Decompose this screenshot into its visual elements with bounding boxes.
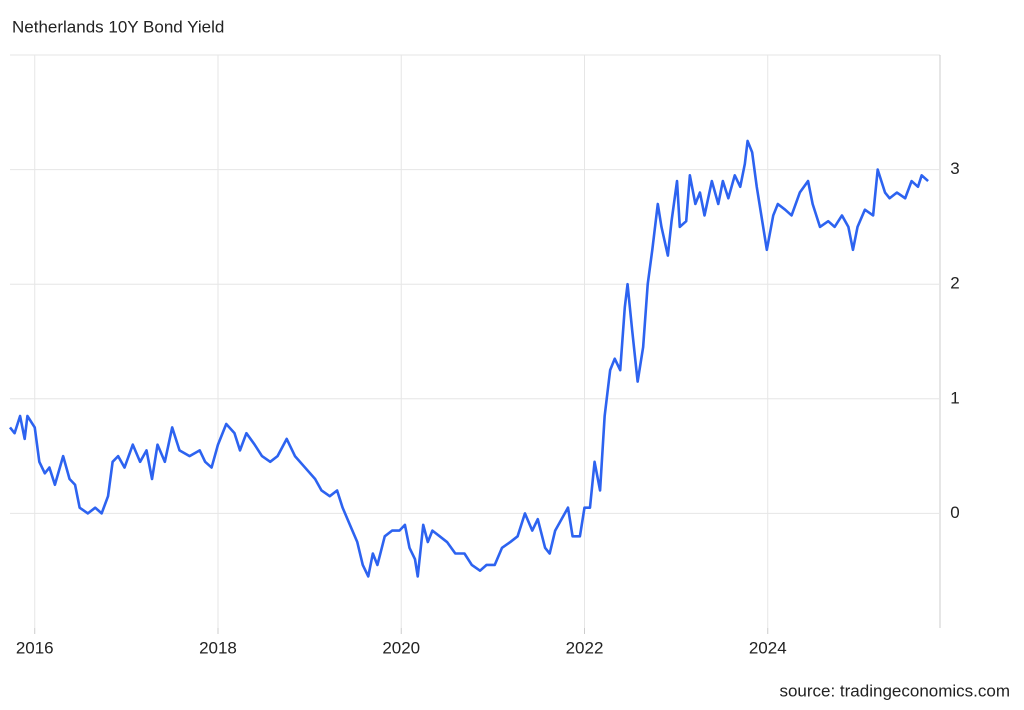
chart-title: Netherlands 10Y Bond Yield	[12, 17, 224, 36]
y-tick-label: 1	[950, 388, 959, 407]
source: source: tradingeconomics.com	[779, 681, 1010, 700]
x-tick-label: 2022	[566, 638, 604, 657]
line-series	[8, 139, 929, 578]
x-tick-label: 2024	[749, 638, 787, 657]
y-tick-label: 0	[950, 503, 959, 522]
x-tick-label: 2020	[382, 638, 420, 657]
x-tick-label: 2018	[199, 638, 237, 657]
y-tick-label: 2	[950, 274, 959, 293]
x-tick-label: 2016	[16, 638, 54, 657]
y-tick-label: 3	[950, 159, 959, 178]
